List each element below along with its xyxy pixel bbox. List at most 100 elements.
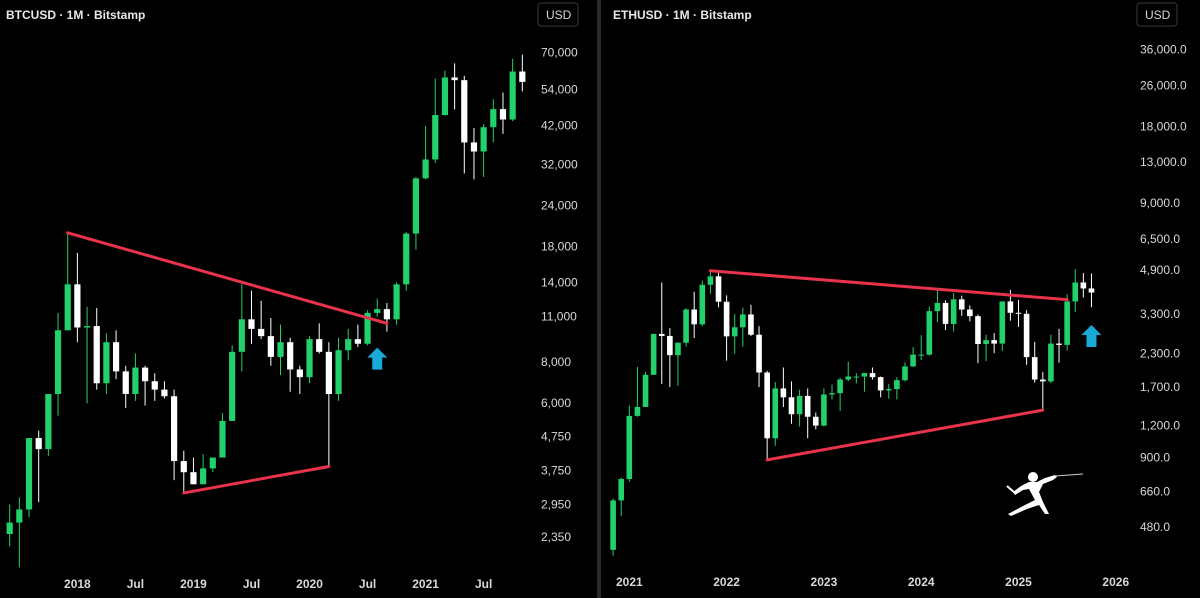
eth-candle[interactable] — [1040, 371, 1046, 411]
btc-trendline[interactable] — [66, 231, 389, 325]
btc-candle[interactable] — [74, 252, 81, 343]
eth-candle[interactable] — [764, 370, 770, 460]
eth-candle[interactable] — [715, 272, 722, 308]
eth-candle[interactable] — [821, 388, 827, 427]
btc-candle[interactable] — [267, 318, 274, 366]
eth-candle[interactable] — [634, 366, 641, 417]
btc-candle[interactable] — [345, 328, 352, 361]
eth-candle[interactable] — [788, 381, 795, 424]
btc-candle[interactable] — [480, 124, 487, 177]
eth-candle[interactable] — [967, 305, 973, 322]
btc-candle[interactable] — [509, 58, 516, 122]
btc-candle[interactable] — [6, 504, 13, 547]
eth-candle[interactable] — [926, 306, 933, 356]
eth-candle[interactable] — [1080, 273, 1087, 298]
btc-candle[interactable] — [412, 176, 420, 250]
btc-candle[interactable] — [364, 310, 371, 346]
btc-candle[interactable] — [335, 337, 342, 401]
eth-candle[interactable] — [610, 498, 616, 556]
eth-candle[interactable] — [1023, 310, 1030, 365]
btc-candle[interactable] — [238, 284, 245, 372]
btc-candle[interactable] — [325, 342, 332, 467]
btc-candle[interactable] — [171, 389, 178, 481]
eth-candle[interactable] — [626, 405, 633, 483]
eth-candle[interactable] — [683, 308, 689, 347]
eth-trendline[interactable] — [708, 269, 1069, 302]
eth-candle[interactable] — [699, 280, 706, 327]
eth-candle[interactable] — [740, 307, 746, 347]
btc-candle[interactable] — [64, 232, 71, 331]
btc-candle[interactable] — [374, 298, 381, 317]
eth-candle[interactable] — [877, 376, 884, 398]
btc-candle[interactable] — [35, 430, 42, 503]
btc-candle[interactable] — [45, 393, 52, 456]
eth-candle[interactable] — [853, 373, 860, 384]
btc-candle[interactable] — [132, 353, 139, 401]
btc-candle[interactable] — [451, 63, 458, 110]
eth-candle[interactable] — [1015, 299, 1022, 327]
btc-candle[interactable] — [209, 457, 216, 473]
eth-candle[interactable] — [934, 290, 941, 323]
eth-candle[interactable] — [780, 367, 787, 407]
eth-candle[interactable] — [691, 291, 697, 339]
eth-candle[interactable] — [723, 295, 730, 361]
eth-candle[interactable] — [861, 373, 868, 392]
eth-candle[interactable] — [813, 412, 819, 430]
btc-candle[interactable] — [25, 438, 33, 518]
eth-candle[interactable] — [1088, 273, 1095, 308]
btc-candle[interactable] — [83, 306, 91, 404]
eth-candle[interactable] — [991, 333, 997, 354]
eth-candle[interactable] — [999, 301, 1006, 351]
btc-trendline[interactable] — [182, 465, 331, 495]
btc-candle[interactable] — [180, 450, 187, 493]
eth-candle[interactable] — [796, 389, 803, 427]
eth-currency-button[interactable]: USD — [1136, 2, 1178, 27]
btc-candle[interactable] — [93, 307, 100, 390]
eth-candle[interactable] — [756, 326, 762, 388]
btc-candle[interactable] — [219, 413, 226, 458]
btc-candle[interactable] — [422, 125, 429, 180]
btc-candle[interactable] — [499, 92, 507, 134]
eth-candle[interactable] — [1048, 334, 1054, 384]
btc-candle[interactable] — [16, 497, 23, 568]
btc-candle[interactable] — [54, 312, 62, 416]
btc-candle[interactable] — [277, 324, 284, 376]
eth-candle[interactable] — [975, 314, 981, 364]
btc-candle[interactable] — [287, 337, 294, 392]
eth-candle[interactable] — [942, 300, 949, 330]
eth-candle[interactable] — [950, 293, 957, 332]
eth-candle[interactable] — [675, 342, 681, 386]
eth-candle[interactable] — [885, 383, 892, 399]
eth-candle[interactable] — [1064, 294, 1070, 351]
eth-candle[interactable] — [983, 334, 989, 362]
btc-candle[interactable] — [296, 365, 303, 394]
btc-candle[interactable] — [248, 290, 255, 344]
btc-currency-button[interactable]: USD — [537, 2, 579, 27]
btc-candle[interactable] — [122, 365, 129, 409]
btc-candle[interactable] — [383, 303, 391, 332]
eth-candle[interactable] — [869, 367, 876, 380]
btc-candle[interactable] — [441, 70, 449, 116]
eth-candle[interactable] — [902, 362, 908, 382]
eth-candle[interactable] — [658, 282, 665, 384]
eth-candle[interactable] — [958, 295, 965, 316]
btc-candle[interactable] — [470, 127, 478, 180]
btc-candle[interactable] — [229, 345, 236, 421]
btc-candle[interactable] — [200, 454, 207, 485]
btc-candle[interactable] — [393, 282, 400, 325]
btc-candle[interactable] — [112, 330, 120, 380]
btc-candle[interactable] — [306, 336, 313, 384]
eth-candle[interactable] — [804, 388, 811, 439]
btc-candle[interactable] — [316, 323, 323, 354]
eth-candle[interactable] — [748, 304, 754, 336]
eth-candle[interactable] — [918, 335, 924, 361]
eth-candle[interactable] — [894, 377, 900, 400]
btc-candle[interactable] — [403, 232, 410, 291]
eth-candle[interactable] — [1056, 328, 1062, 363]
eth-candle[interactable] — [837, 377, 843, 411]
panel-divider[interactable] — [597, 0, 601, 598]
eth-candle[interactable] — [845, 361, 852, 382]
eth-candle[interactable] — [618, 477, 625, 516]
btc-candle[interactable] — [141, 365, 149, 406]
btc-candle[interactable] — [161, 381, 168, 399]
